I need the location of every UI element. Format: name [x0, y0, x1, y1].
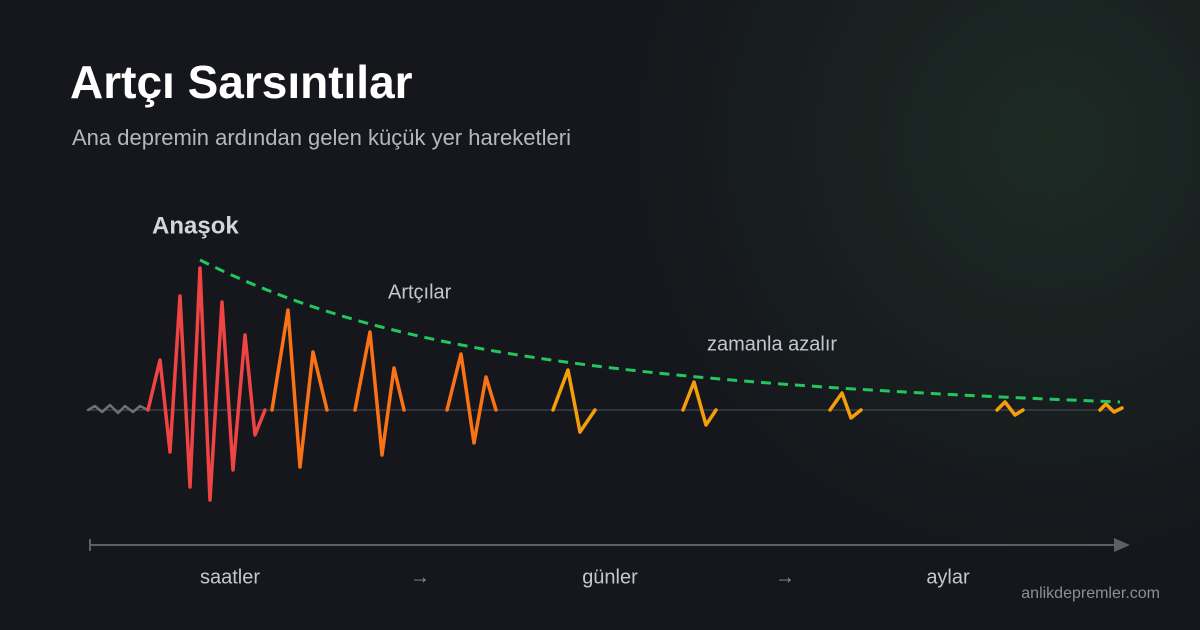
timeline-label: günler [582, 566, 638, 588]
waveforms [86, 266, 1124, 502]
aftershock-wave [681, 380, 718, 427]
aftershock-wave [270, 308, 329, 469]
timeline-label: saatler [200, 566, 260, 588]
background-noise [86, 403, 150, 415]
mainshock-label: Anaşok [152, 212, 239, 239]
aftershock-wave [353, 330, 406, 457]
aftershock-wave [445, 352, 498, 445]
decay-curve [199, 258, 1121, 404]
timeline-arrow: → [410, 566, 430, 588]
title: Artçı Sarsıntılar [70, 56, 413, 108]
aftershock-wave [828, 391, 863, 420]
timeline-label: aylar [926, 566, 970, 588]
subtitle: Ana depremin ardından gelen küçük yer ha… [72, 125, 571, 150]
aftershock-wave [1098, 402, 1124, 414]
aftershock-wave [551, 368, 597, 434]
mainshock-wave [146, 266, 267, 502]
decay-label: zamanla azalır [707, 333, 837, 355]
timeline-arrow: → [775, 566, 795, 588]
aftershocks-label: Artçılar [388, 281, 452, 303]
aftershock-wave [995, 400, 1025, 417]
timeline-arrowhead [1114, 538, 1130, 552]
timeline-labels: saatler → günler → aylar [200, 566, 970, 588]
watermark: anlikdepremler.com [1021, 585, 1160, 602]
